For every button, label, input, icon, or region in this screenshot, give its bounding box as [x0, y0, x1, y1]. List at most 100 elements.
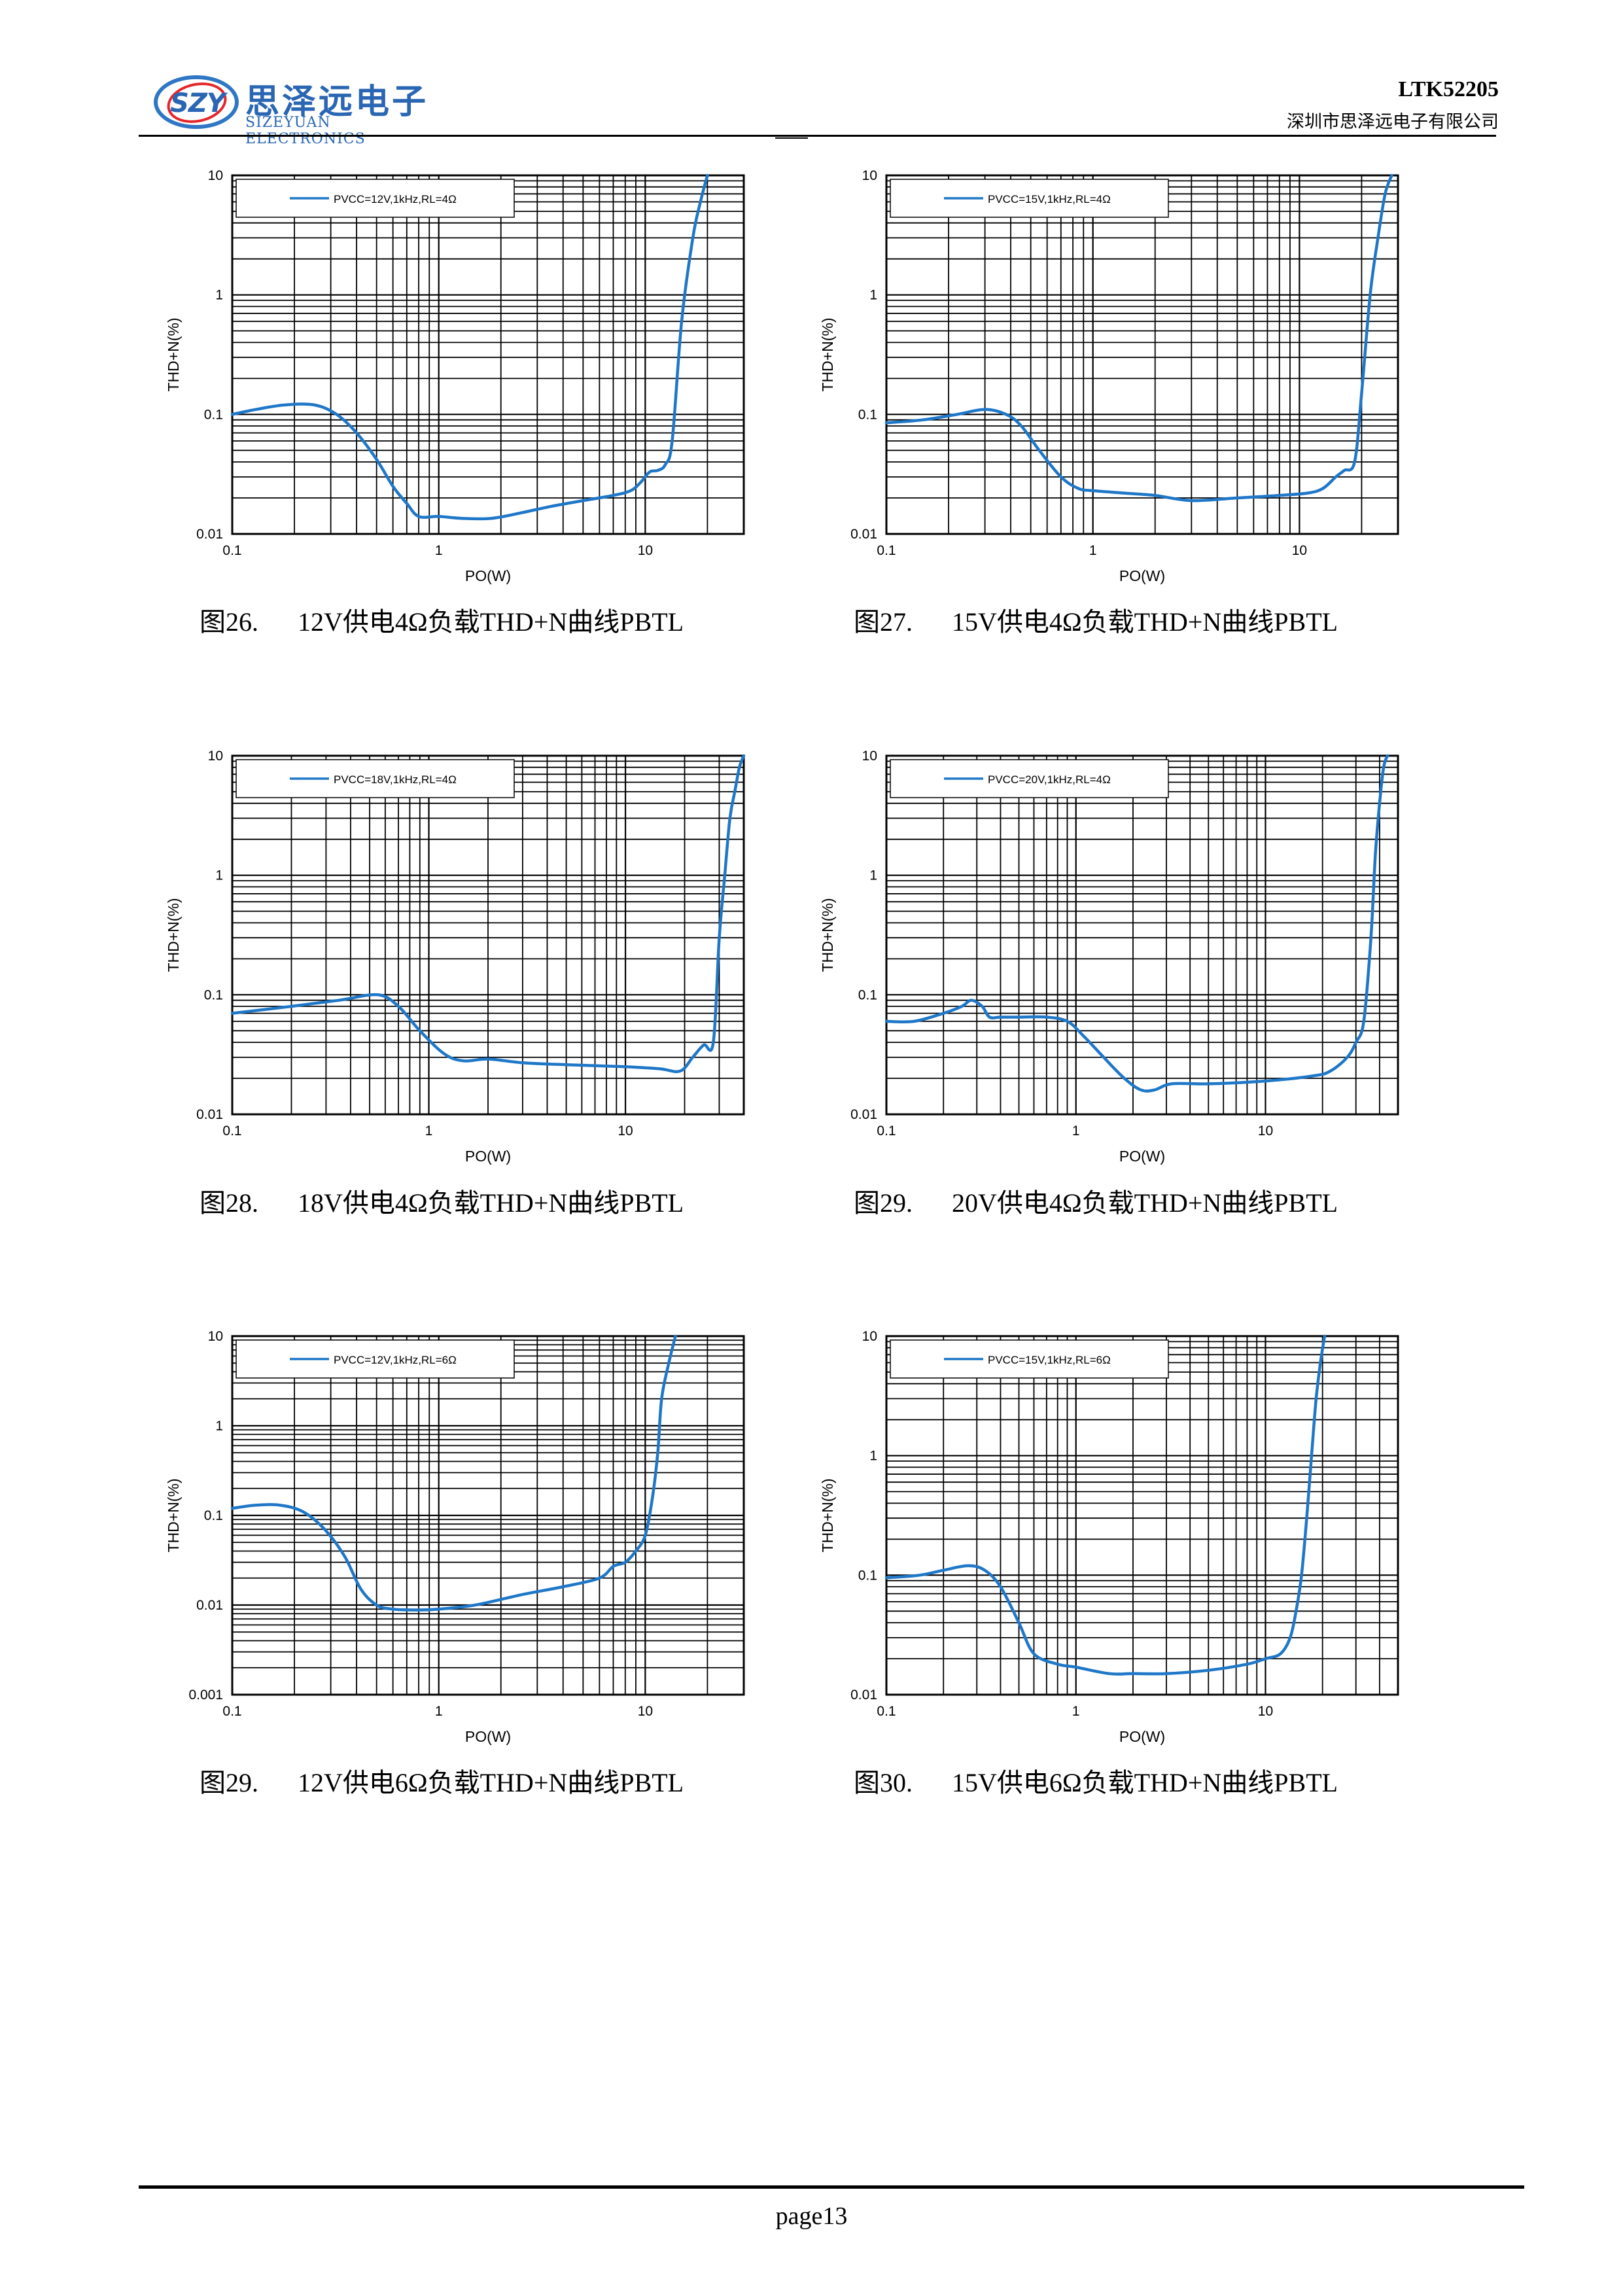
y-tick-label: 0.01 — [196, 1107, 223, 1122]
caption-number: 图30. — [854, 1768, 913, 1797]
caption-text: 15V供电6Ω负载THD+N曲线PBTL — [952, 1768, 1338, 1797]
chart-svg: 0.1 1 10 0.001 0.01 0.1 1 10 PO(W) THD+N(%) PVCC=1… — [165, 1329, 745, 1745]
caption-text: 12V供电6Ω负载THD+N曲线PBTL — [298, 1768, 684, 1797]
figure-caption: 图29. 20V供电4Ω负载THD+N曲线PBTL — [854, 1182, 1338, 1220]
logo-oval — [154, 75, 239, 129]
x-tick-label: 1 — [1072, 1704, 1080, 1719]
y-tick-label: 10 — [208, 749, 223, 764]
legend: PVCC=15V,1kHz,RL=6Ω — [890, 1339, 1169, 1379]
figure-caption: 图26. 12V供电4Ω负载THD+N曲线PBTL — [200, 601, 684, 639]
y-axis-label: THD+N(%) — [165, 317, 182, 391]
legend-box — [890, 179, 1169, 218]
logo-english-name: SIZEYUAN ELECTRONICS — [245, 115, 366, 147]
legend: PVCC=12V,1kHz,RL=6Ω — [236, 1339, 515, 1379]
thd-chart: 0.1 1 10 0.01 0.1 1 10 PO(W) THD+N(%) PVCC=15V,1k… — [808, 1323, 1399, 1754]
y-tick-label: 1 — [869, 288, 877, 303]
y-tick-label: 1 — [215, 1419, 223, 1434]
caption-number: 图29. — [200, 1768, 258, 1797]
caption-number: 图29. — [854, 1188, 913, 1218]
caption-text: 12V供电4Ω负载THD+N曲线PBTL — [298, 607, 684, 637]
logo-chinese-name: 思泽远电子 — [245, 82, 429, 122]
grid — [885, 175, 1399, 535]
y-tick-label: 0.001 — [188, 1687, 223, 1703]
legend-box — [236, 759, 515, 798]
thd-chart: 0.1 1 10 0.01 0.1 1 10 PO(W) THD+N(%) PVCC=20V,1k… — [808, 743, 1399, 1173]
x-axis-label: PO(W) — [465, 1148, 511, 1165]
legend: PVCC=15V,1kHz,RL=4Ω — [890, 179, 1169, 218]
x-axis-label: PO(W) — [465, 1728, 511, 1745]
grid — [885, 1336, 1399, 1696]
x-axis-label: PO(W) — [1119, 1728, 1165, 1745]
y-axis-label: THD+N(%) — [819, 898, 836, 972]
caption-number: 图27. — [854, 607, 913, 637]
footer-rule — [139, 2185, 1524, 2189]
y-tick-label: 0.1 — [204, 987, 223, 1002]
legend-label: PVCC=15V,1kHz,RL=4Ω — [988, 193, 1111, 205]
plot-frame — [231, 174, 745, 535]
x-tick-label: 0.1 — [877, 543, 896, 558]
legend: PVCC=12V,1kHz,RL=4Ω — [236, 179, 515, 218]
x-tick-label: 10 — [1258, 1123, 1273, 1139]
legend-label: PVCC=12V,1kHz,RL=4Ω — [334, 193, 457, 205]
caption-text: 18V供电4Ω负载THD+N曲线PBTL — [298, 1188, 684, 1218]
legend-box — [890, 1339, 1169, 1379]
thd-curve — [230, 173, 709, 521]
y-tick-label: 1 — [869, 868, 877, 883]
x-tick-label: 1 — [1072, 1123, 1080, 1139]
document-code: LTK52205 — [1398, 77, 1499, 101]
figure-caption: 图29. 12V供电6Ω负载THD+N曲线PBTL — [200, 1761, 684, 1799]
x-tick-label: 0.1 — [222, 1123, 241, 1139]
chart-svg: 0.1 1 100.010.1110PO(W)THD+N(%)PVCC=15V,1k… — [819, 168, 1399, 584]
legend-label: PVCC=18V,1kHz,RL=4Ω — [334, 773, 457, 786]
x-tick-label: 10 — [638, 543, 653, 558]
header-rule-mark — [775, 137, 808, 139]
x-tick-label: 10 — [1292, 543, 1307, 558]
grid — [885, 756, 1399, 1116]
legend: PVCC=18V,1kHz,RL=4Ω — [236, 759, 515, 798]
x-tick-label: 1 — [435, 1704, 443, 1719]
thd-curve — [884, 173, 1393, 503]
y-tick-label: 10 — [208, 168, 223, 183]
x-tick-label: 0.1 — [222, 1704, 241, 1719]
y-axis-label: THD+N(%) — [819, 317, 836, 391]
plot-frame — [231, 754, 745, 1116]
grid — [231, 175, 744, 535]
company-logo: SZY 思泽远电子 SIZEYUAN ELECTRONICS — [154, 69, 455, 147]
grid — [231, 756, 744, 1116]
x-tick-label: 1 — [1089, 543, 1097, 558]
legend-label: PVCC=12V,1kHz,RL=6Ω — [334, 1354, 457, 1366]
y-tick-label: 0.1 — [858, 407, 877, 422]
y-tick-label: 0.01 — [850, 527, 877, 542]
x-tick-label: 10 — [618, 1123, 633, 1139]
plot-frame — [885, 174, 1399, 535]
x-tick-label: 0.1 — [222, 543, 241, 558]
header-rule — [139, 135, 1496, 137]
logo-mark: SZY — [170, 88, 226, 118]
chart-svg: 0.1 1 100.010.1110PO(W)THD+N(%)PVCC=20V,1k… — [819, 749, 1399, 1165]
caption-text: 20V供电4Ω负载THD+N曲线PBTL — [952, 1188, 1338, 1218]
y-tick-label: 0.1 — [204, 1508, 223, 1523]
legend-box — [236, 179, 515, 218]
plot-frame — [231, 1335, 745, 1696]
y-tick-label: 10 — [208, 1329, 223, 1344]
figure-caption: 图27. 15V供电4Ω负载THD+N曲线PBTL — [854, 601, 1338, 639]
chart-svg: 0.1 1 100.010.1110PO(W)THD+N(%)PVCC=15V,1k… — [819, 1329, 1399, 1745]
caption-number: 图28. — [200, 1188, 258, 1218]
y-tick-label: 10 — [862, 749, 877, 764]
y-tick-label: 1 — [215, 288, 223, 303]
thd-chart: 0.1 1 10 0.001 0.01 0.1 1 10 PO(W) THD+N(%) PVCC=1… — [154, 1323, 745, 1754]
thd-curve — [884, 1334, 1327, 1676]
plot-frame — [885, 1335, 1399, 1696]
y-tick-label: 0.1 — [858, 1568, 877, 1583]
y-tick-label: 0.1 — [204, 407, 223, 422]
chart-svg: 0.1 1 100.010.1110PO(W)THD+N(%)PVCC=18V,1k… — [165, 749, 746, 1165]
chart-svg: 0.1 1 100.010.1110PO(W)THD+N(%)PVCC=12V,1k… — [165, 168, 745, 584]
figure-caption: 图28. 18V供电4Ω负载THD+N曲线PBTL — [200, 1182, 684, 1220]
x-tick-label: 10 — [638, 1704, 653, 1719]
thd-chart: 0.1 1 10 0.01 0.1 1 10 PO(W) THD+N(%) PVCC=15V,1k… — [808, 162, 1399, 593]
caption-text: 15V供电4Ω负载THD+N曲线PBTL — [952, 607, 1338, 637]
caption-number: 图26. — [200, 607, 258, 637]
y-axis-label: THD+N(%) — [819, 1478, 836, 1552]
y-axis-label: THD+N(%) — [165, 1478, 182, 1552]
y-axis-label: THD+N(%) — [165, 898, 182, 972]
